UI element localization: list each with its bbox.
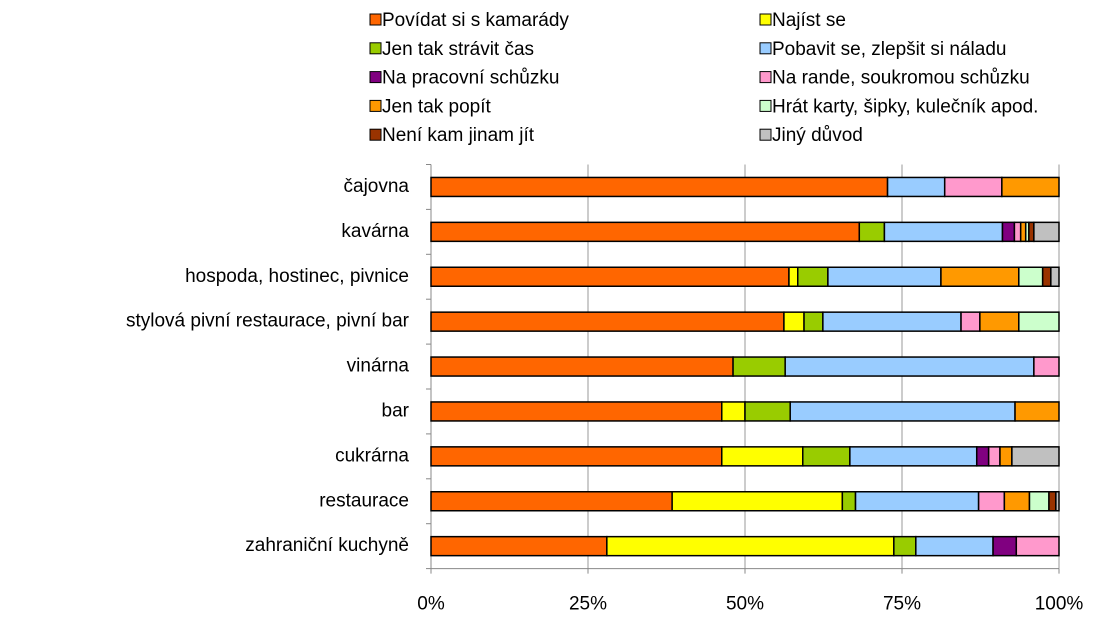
bar-segment bbox=[789, 401, 1016, 422]
bar-segment bbox=[788, 266, 799, 287]
y-tick-label: bar bbox=[382, 400, 410, 421]
bar-segment bbox=[430, 266, 790, 287]
bar-segment bbox=[886, 176, 946, 198]
bar-segment bbox=[744, 401, 791, 422]
bar-segment bbox=[960, 311, 981, 332]
bar-segment bbox=[1028, 491, 1050, 512]
bar-segment bbox=[1055, 491, 1060, 512]
bar-segment bbox=[803, 311, 824, 332]
bar-segment bbox=[721, 401, 746, 422]
bar-segment bbox=[721, 446, 804, 467]
bar-segment bbox=[1018, 266, 1044, 287]
legend-swatch bbox=[759, 99, 772, 112]
legend-label: Jiný důvod bbox=[772, 125, 863, 146]
x-tick-label: 75% bbox=[883, 594, 921, 612]
legend-swatch bbox=[759, 128, 772, 141]
bar-segment bbox=[732, 356, 786, 377]
bar-segment bbox=[606, 535, 895, 557]
y-tick-label: čajovna bbox=[344, 176, 410, 197]
y-tick-label: restaurace bbox=[319, 490, 409, 511]
y-tick-label: hospoda, hostinec, pivnice bbox=[185, 266, 409, 287]
bar-segment bbox=[841, 491, 857, 512]
legend-label: Jen tak popít bbox=[382, 96, 492, 117]
legend-swatch bbox=[369, 99, 382, 112]
x-tick-label: 0% bbox=[417, 594, 445, 612]
bar-segment bbox=[1015, 535, 1060, 557]
legend-swatch bbox=[369, 71, 382, 84]
bar-segment bbox=[430, 446, 723, 467]
x-tick-label: 50% bbox=[726, 594, 764, 612]
bar-segment bbox=[1018, 311, 1060, 332]
bar-segment bbox=[430, 491, 673, 512]
legend-label: Pobavit se, zlepšit si náladu bbox=[772, 39, 1006, 60]
bar-segment bbox=[1011, 446, 1060, 467]
bar-segment bbox=[883, 221, 1004, 243]
bar-segment bbox=[671, 491, 844, 512]
x-tick-label: 100% bbox=[1035, 594, 1084, 612]
legend-label: Povídat si s kamarády bbox=[382, 10, 569, 31]
legend-swatch bbox=[759, 13, 772, 26]
legend-label: Najíst se bbox=[772, 10, 846, 31]
bar-segment bbox=[430, 356, 734, 377]
bar-segment bbox=[940, 266, 1020, 287]
y-tick-label: stylová pivní restaurace, pivní bar bbox=[126, 311, 410, 332]
legend-swatch bbox=[369, 128, 382, 141]
bar-segment bbox=[1014, 401, 1060, 422]
bar-segment bbox=[849, 446, 978, 467]
bar-segment bbox=[1013, 221, 1022, 243]
bar-segment bbox=[784, 356, 1035, 377]
legend-swatch bbox=[369, 13, 382, 26]
bar-segment bbox=[975, 446, 990, 467]
legend-label: Na pracovní schůzku bbox=[382, 68, 559, 89]
bar-segment bbox=[430, 176, 889, 198]
bar-segment bbox=[802, 446, 851, 467]
bar-segment bbox=[1001, 176, 1060, 198]
bar-segment bbox=[827, 266, 942, 287]
bar-segment bbox=[1001, 221, 1016, 243]
bar-segment bbox=[979, 311, 1020, 332]
bar-segment bbox=[1033, 356, 1060, 377]
bar-segment bbox=[1028, 221, 1035, 243]
bar-segment bbox=[822, 311, 962, 332]
bar-segment bbox=[999, 446, 1013, 467]
bar-segment bbox=[430, 401, 723, 422]
bar-segment bbox=[1003, 491, 1031, 512]
bar-segment bbox=[783, 311, 805, 332]
bar-segment bbox=[977, 491, 1006, 512]
x-tick-label: 25% bbox=[569, 594, 607, 612]
bar-segment bbox=[987, 446, 1001, 467]
y-tick-label: vinárna bbox=[347, 356, 410, 377]
bar-segment bbox=[1041, 266, 1052, 287]
legend-swatch bbox=[369, 42, 382, 55]
legend-label: Jen tak strávit čas bbox=[382, 39, 534, 60]
bar-segment bbox=[854, 491, 980, 512]
legend-label: Hrát karty, šipky, kulečník apod. bbox=[772, 96, 1038, 117]
legend-label: Na rande, soukromou schůzku bbox=[772, 68, 1030, 89]
y-tick-label: zahraniční kuchyně bbox=[245, 535, 409, 556]
legend-label: Není kam jinam jít bbox=[382, 125, 535, 146]
bar-segment bbox=[858, 221, 886, 243]
bar-segment bbox=[1048, 491, 1057, 512]
legend-swatch bbox=[759, 42, 772, 55]
bar-segment bbox=[430, 221, 861, 243]
bar-segment bbox=[943, 176, 1003, 198]
bar-segment bbox=[797, 266, 829, 287]
bar-segment bbox=[1019, 221, 1027, 243]
bar-segment bbox=[915, 535, 994, 557]
bar-segment bbox=[992, 535, 1018, 557]
bar-segment bbox=[430, 311, 785, 332]
bar-segment bbox=[1050, 266, 1060, 287]
bar-segment bbox=[893, 535, 917, 557]
y-tick-label: kavárna bbox=[341, 221, 409, 242]
bar-segment bbox=[1033, 221, 1060, 243]
bar-segment bbox=[430, 535, 608, 557]
y-tick-label: cukrárna bbox=[335, 445, 409, 466]
legend-swatch bbox=[759, 71, 772, 84]
